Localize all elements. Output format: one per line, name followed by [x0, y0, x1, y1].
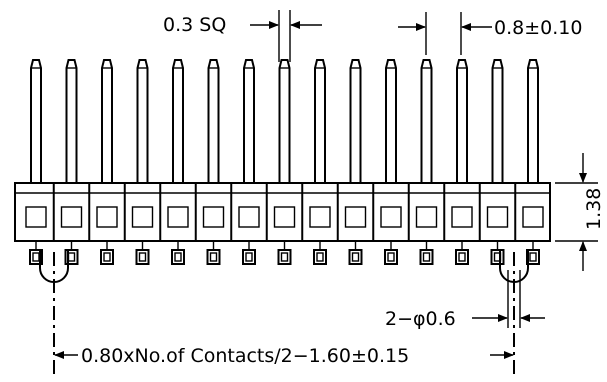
pin-13	[456, 59, 468, 183]
pin-tail	[171, 249, 185, 265]
pin-3	[101, 59, 113, 183]
cell-window	[415, 206, 438, 228]
cell-window	[167, 206, 189, 228]
body-height-dimension: 1.38	[583, 188, 605, 230]
pin-square-dimension: 0.3 SQ	[163, 14, 226, 36]
cell-window	[238, 206, 260, 228]
cell-window	[273, 206, 296, 228]
pin-tail	[100, 249, 114, 265]
pin-6	[207, 59, 220, 183]
housing-body	[14, 182, 551, 242]
pin-tail-inner	[103, 252, 111, 262]
pin-tail	[206, 249, 221, 265]
pin-10	[349, 59, 362, 183]
pin-tail-inner	[67, 252, 76, 262]
pin-tail	[384, 249, 398, 265]
pin-11	[385, 59, 397, 183]
pin-8	[278, 59, 291, 183]
pin-tail-inner	[316, 252, 324, 262]
pin-tail	[348, 249, 363, 265]
cell-window	[486, 206, 509, 228]
pin-2	[65, 59, 78, 183]
pin-12	[420, 59, 433, 183]
pin-15	[527, 59, 539, 183]
pin-tail-inner	[387, 252, 395, 262]
pin-tail	[455, 249, 469, 265]
cell-window	[25, 206, 47, 228]
cell-window	[309, 206, 331, 228]
pin-tail-inner	[245, 252, 253, 262]
pin-tail	[135, 249, 150, 265]
pin-tail-inner	[422, 252, 431, 262]
pin-5	[172, 59, 184, 183]
housing-cells	[25, 183, 544, 241]
pin-tail-inner	[174, 252, 182, 262]
pin-tail-inner	[32, 252, 40, 262]
cell-window	[96, 206, 118, 228]
pin-tail-inner	[458, 252, 466, 262]
cell-window	[380, 206, 402, 228]
pin-7	[243, 59, 255, 183]
pin-tail	[490, 249, 505, 265]
pin-4	[136, 59, 149, 183]
cell-window	[202, 206, 225, 228]
pin-tail	[277, 249, 292, 265]
pin-tail-inner	[280, 252, 289, 262]
pin-tail-inner	[529, 252, 537, 262]
pin-9	[314, 59, 326, 183]
cell-window	[344, 206, 367, 228]
cell-window	[522, 206, 544, 228]
cell-window	[60, 206, 83, 228]
pitch-dimension: 0.8±0.10	[494, 17, 582, 39]
pin-tail	[313, 249, 327, 265]
pin-tail	[419, 249, 434, 265]
pin-tail-inner	[209, 252, 218, 262]
pin-1	[30, 59, 42, 183]
cell-window	[451, 206, 473, 228]
overall-length-dimension: 0.80xNo.of Contacts/2−1.60±0.15	[81, 345, 409, 367]
pin-tail	[242, 249, 256, 265]
pin-tail-inner	[351, 252, 360, 262]
pins-group	[29, 59, 540, 265]
cell-window	[131, 206, 154, 228]
peg-diameter-dimension: 2−φ0.6	[385, 308, 456, 330]
pin-14	[491, 59, 504, 183]
pin-tail-inner	[138, 252, 147, 262]
